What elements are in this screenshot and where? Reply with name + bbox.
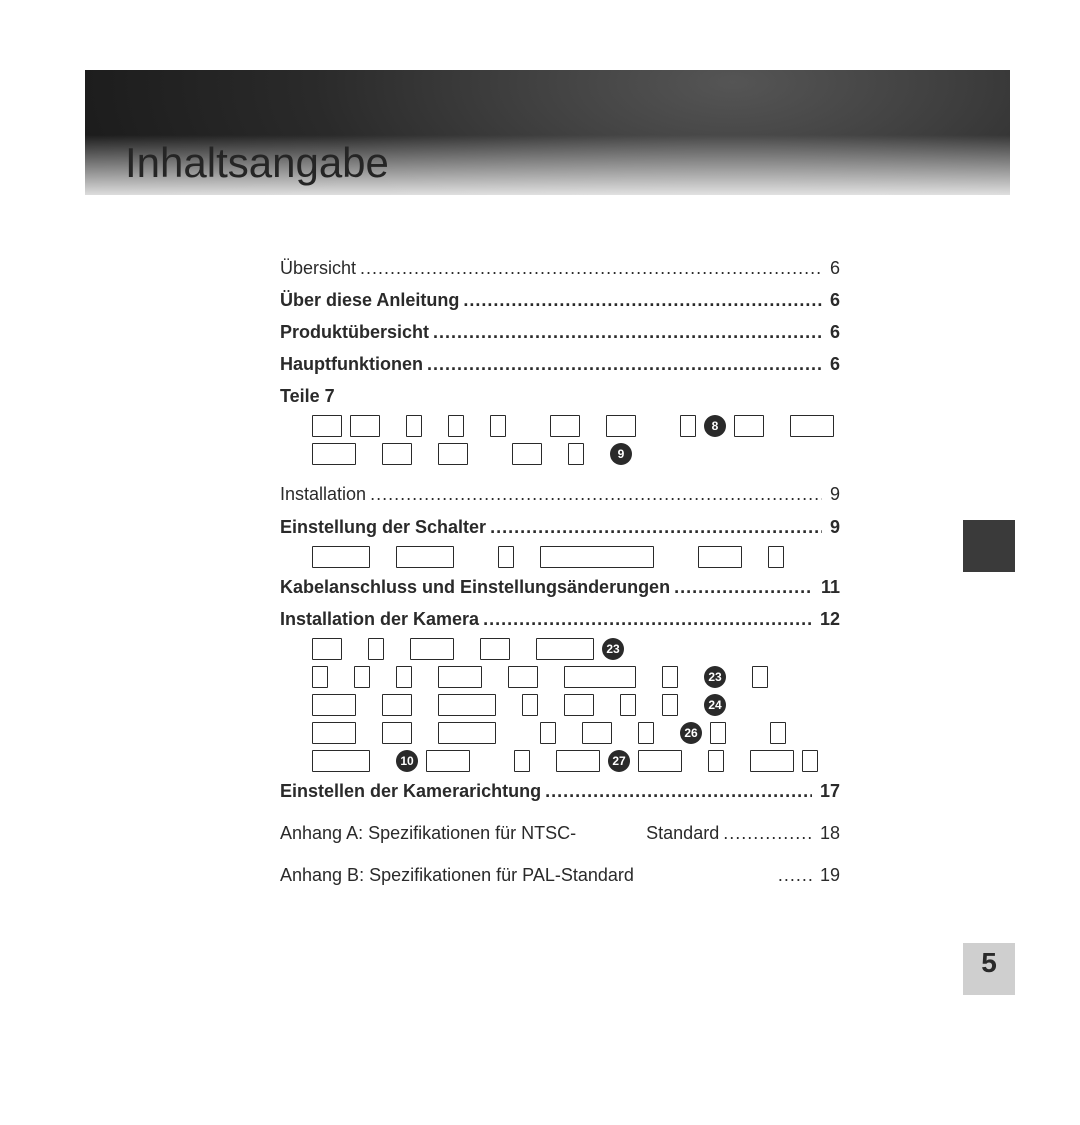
toc-about-manual: Über diese Anleitung 6 [280, 287, 840, 313]
toc-page: 12 [816, 606, 840, 632]
toc-page: 11 [817, 574, 840, 600]
circled-number-icon: 23 [704, 666, 726, 688]
toc-label: Anhang B: Spezifikationen für PAL-Standa… [280, 862, 774, 888]
toc-page: 19 [816, 862, 840, 888]
page-title: Inhaltsangabe [125, 139, 389, 187]
page-number: 5 [981, 947, 997, 979]
toc-leader-dots [545, 778, 812, 804]
circled-number-icon: 9 [610, 443, 632, 465]
toc-label: Kabelanschluss und Einstellungsänderunge… [280, 574, 670, 600]
toc-page: 18 [816, 820, 840, 846]
toc-leader-dots [463, 287, 822, 313]
toc-leader-dots [674, 574, 813, 600]
toc-label: Einstellen der Kamerarichtung [280, 778, 541, 804]
toc-appendix-a: Anhang A: Spezifikationen für NTSC- Stand… [280, 820, 840, 846]
glyph-row: 23 [280, 638, 972, 660]
toc-main-functions: Hauptfunktionen 6 [280, 351, 840, 377]
glyph-row: 8 [280, 415, 972, 437]
toc-text-segment: Anhang B: Spezifikationen für PAL-Standa… [280, 865, 634, 885]
toc-camera-install: Installation der Kamera 12 [280, 606, 840, 632]
toc-text-segment: Standard [646, 823, 719, 843]
toc-label: Anhang A: Spezifikationen für NTSC- Stand… [280, 820, 719, 846]
glyph-row: 26 [280, 722, 972, 744]
toc-overview: Übersicht 6 [280, 255, 840, 281]
toc-label: Installation [280, 481, 366, 507]
circled-number-icon: 27 [608, 750, 630, 772]
glyph-row: 24 [280, 694, 972, 716]
toc-label: Produktübersicht [280, 319, 429, 345]
toc-parts: Teile 7 [280, 383, 840, 409]
toc-label: Hauptfunktionen [280, 351, 423, 377]
page-number-badge: 5 [963, 943, 1015, 995]
page-root: Inhaltsangabe Übersicht 6 Über diese Anl… [0, 0, 1080, 1125]
toc-switch-settings: Einstellung der Schalter 9 [280, 514, 840, 540]
toc-leader-dots [360, 255, 822, 281]
circled-number-icon: 24 [704, 694, 726, 716]
toc-leader-dots [483, 606, 812, 632]
toc-page: 6 [826, 287, 840, 313]
toc-leader-dots [723, 820, 812, 846]
toc-leader-dots [778, 862, 812, 888]
toc-leader-dots [433, 319, 822, 345]
toc-text-segment: Anhang A: Spezifikationen für NTSC- [280, 823, 576, 843]
toc-product-overview: Produktübersicht 6 [280, 319, 840, 345]
toc-label: Über diese Anleitung [280, 287, 459, 313]
circled-number-icon: 8 [704, 415, 726, 437]
toc-cable-connection: Kabelanschluss und Einstellungsänderunge… [280, 574, 840, 600]
circled-number-icon: 23 [602, 638, 624, 660]
circled-number-icon: 10 [396, 750, 418, 772]
circled-number-icon: 26 [680, 722, 702, 744]
toc-label: Teile 7 [280, 383, 335, 409]
glyph-row [280, 546, 972, 568]
toc-page: 9 [826, 514, 840, 540]
toc-page: 9 [826, 481, 840, 507]
glyph-row: 23 [280, 666, 972, 688]
toc-page: 6 [826, 319, 840, 345]
toc-label: Installation der Kamera [280, 606, 479, 632]
toc-page: 17 [816, 778, 840, 804]
toc-appendix-b: Anhang B: Spezifikationen für PAL-Standa… [280, 862, 840, 888]
toc-page: 6 [826, 255, 840, 281]
toc-leader-dots [370, 481, 822, 507]
toc-installation: Installation 9 [280, 481, 840, 507]
toc-label: Übersicht [280, 255, 356, 281]
toc-leader-dots [427, 351, 822, 377]
toc-page: 6 [826, 351, 840, 377]
toc-label: Einstellung der Schalter [280, 514, 486, 540]
glyph-row: 9 [280, 443, 972, 465]
table-of-contents: Übersicht 6 Über diese Anleitung 6 Produ… [280, 255, 840, 894]
toc-leader-dots [490, 514, 822, 540]
glyph-row: 10 27 [280, 750, 972, 772]
toc-camera-direction: Einstellen der Kamerarichtung 17 [280, 778, 840, 804]
header-banner: Inhaltsangabe [85, 70, 1010, 195]
